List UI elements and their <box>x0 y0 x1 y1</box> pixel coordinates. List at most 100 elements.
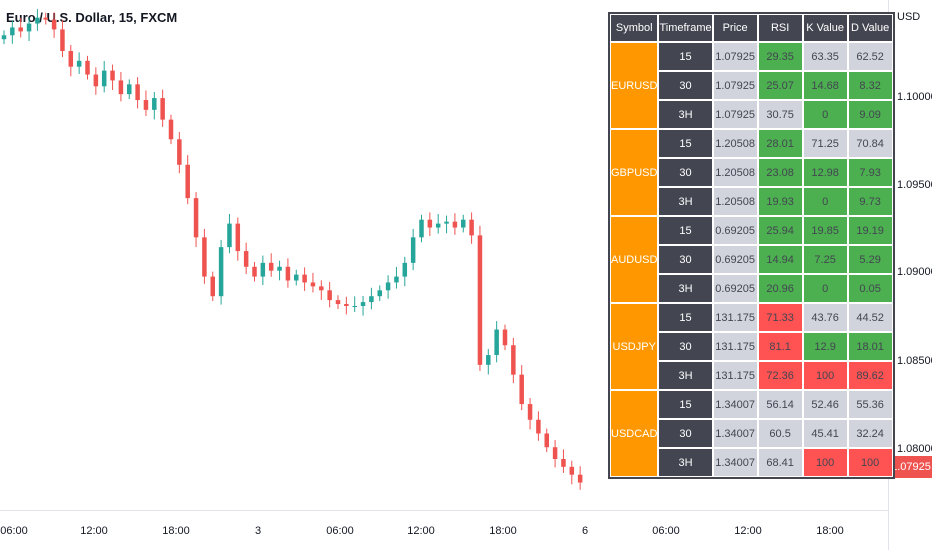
candle-body <box>152 98 157 110</box>
time-tick: 12:00 <box>80 525 108 537</box>
candle-body <box>235 223 241 252</box>
candle <box>469 212 474 244</box>
table-row: 30 1.07925 25.07 14.68 8.32 <box>610 71 893 100</box>
time-axis[interactable]: 06:00 12:00 18:00 3 06:00 12:00 18:00 6 … <box>0 510 888 551</box>
candle <box>118 71 124 102</box>
candle-body <box>177 139 182 165</box>
time-tick: 3 <box>254 525 262 537</box>
timeframe-cell: 15 <box>658 129 713 158</box>
candle-body <box>402 262 408 277</box>
k-value-cell: 43.76 <box>802 303 848 332</box>
candle-body <box>35 17 40 24</box>
chart-title: Euro / U.S. Dollar, 15, FXCM <box>6 10 178 25</box>
candle-body <box>185 164 190 199</box>
candle-body <box>294 274 299 281</box>
candle-body <box>435 223 441 228</box>
candle <box>202 228 207 284</box>
table-header-row: Symbol Timeframe Price RSI K Value D Val… <box>610 14 893 42</box>
table-row: 3H 1.07925 30.75 0 9.09 <box>610 100 893 129</box>
candle-body <box>344 304 349 306</box>
timeframe-cell: 30 <box>658 332 713 361</box>
candle-body <box>502 329 508 346</box>
candle <box>210 271 215 302</box>
price-cell: 1.34007 <box>712 390 758 419</box>
symbol-cell: USDJPY <box>610 303 659 390</box>
price-chart[interactable] <box>0 0 888 510</box>
candle <box>10 20 15 44</box>
candle-body <box>210 276 215 297</box>
table-row: 30 0.69205 14.94 7.25 5.29 <box>610 245 893 274</box>
candle <box>360 295 366 316</box>
candle <box>218 239 224 305</box>
price-cell: 1.20508 <box>712 129 758 158</box>
k-value-cell: 7.25 <box>802 245 848 274</box>
symbol-cell: GBPUSD <box>610 129 659 216</box>
price-cell: 131.175 <box>712 303 758 332</box>
candle-body <box>243 251 249 267</box>
d-value-cell: 7.93 <box>847 158 893 187</box>
price-cell: 131.175 <box>712 361 758 390</box>
candle <box>152 91 157 120</box>
candle-body <box>544 433 549 448</box>
price-cell: 0.69205 <box>712 274 758 303</box>
candle-body <box>527 404 533 420</box>
timeframe-cell: 30 <box>658 245 713 274</box>
k-value-cell: 12.9 <box>802 332 848 361</box>
candle-body <box>385 282 391 291</box>
candle <box>302 267 307 291</box>
candle <box>494 321 499 363</box>
candle-body <box>26 23 32 32</box>
d-value-cell: 9.09 <box>847 100 893 129</box>
price-tick: 1.09500 <box>897 179 932 191</box>
timeframe-cell: 15 <box>658 390 713 419</box>
candle-body <box>577 474 583 483</box>
candle-body <box>143 100 149 110</box>
header-symbol: Symbol <box>610 14 659 42</box>
k-value-cell: 12.98 <box>802 158 848 187</box>
price-cell: 1.34007 <box>712 419 758 448</box>
candle-body <box>277 266 282 271</box>
candle <box>486 348 491 375</box>
candle <box>477 225 483 371</box>
candle <box>1 30 7 45</box>
candle <box>427 212 433 236</box>
candle-body <box>51 19 57 30</box>
candle <box>377 285 382 302</box>
d-value-cell: 9.73 <box>847 187 893 216</box>
candle-body <box>335 300 341 305</box>
candle-body <box>127 84 132 95</box>
d-value-cell: 100 <box>847 448 893 477</box>
candle <box>101 61 107 93</box>
header-timeframe: Timeframe <box>658 14 713 42</box>
rsi-cell: 72.36 <box>757 361 803 390</box>
candle <box>552 439 558 468</box>
k-value-cell: 14.68 <box>802 71 848 100</box>
header-rsi: RSI <box>757 14 803 42</box>
candle-body <box>319 286 324 291</box>
time-tick: 18:00 <box>816 525 844 537</box>
price-cell: 0.69205 <box>712 216 758 245</box>
candle <box>60 19 65 58</box>
d-value-cell: 32.24 <box>847 419 893 448</box>
candle <box>344 296 349 315</box>
candle-body <box>110 70 115 81</box>
candle-body <box>285 266 291 281</box>
timeframe-cell: 15 <box>658 42 713 71</box>
candle <box>26 17 32 41</box>
price-tick: 1.10000 <box>897 91 932 103</box>
price-cell: 1.20508 <box>712 187 758 216</box>
price-cell: 1.20508 <box>712 158 758 187</box>
candle-body <box>377 290 382 297</box>
k-value-cell: 52.46 <box>802 390 848 419</box>
k-value-cell: 0 <box>802 100 848 129</box>
price-cell: 1.07925 <box>712 42 758 71</box>
symbol-cell: EURUSD <box>610 42 659 129</box>
d-value-cell: 18.01 <box>847 332 893 361</box>
table-row: 3H 1.20508 19.93 0 9.73 <box>610 187 893 216</box>
timeframe-cell: 15 <box>658 303 713 332</box>
candle-body <box>369 296 374 303</box>
candle <box>294 269 299 286</box>
candle <box>502 324 508 351</box>
table-row: 30 1.20508 23.08 12.98 7.93 <box>610 158 893 187</box>
candle-body <box>569 466 575 475</box>
